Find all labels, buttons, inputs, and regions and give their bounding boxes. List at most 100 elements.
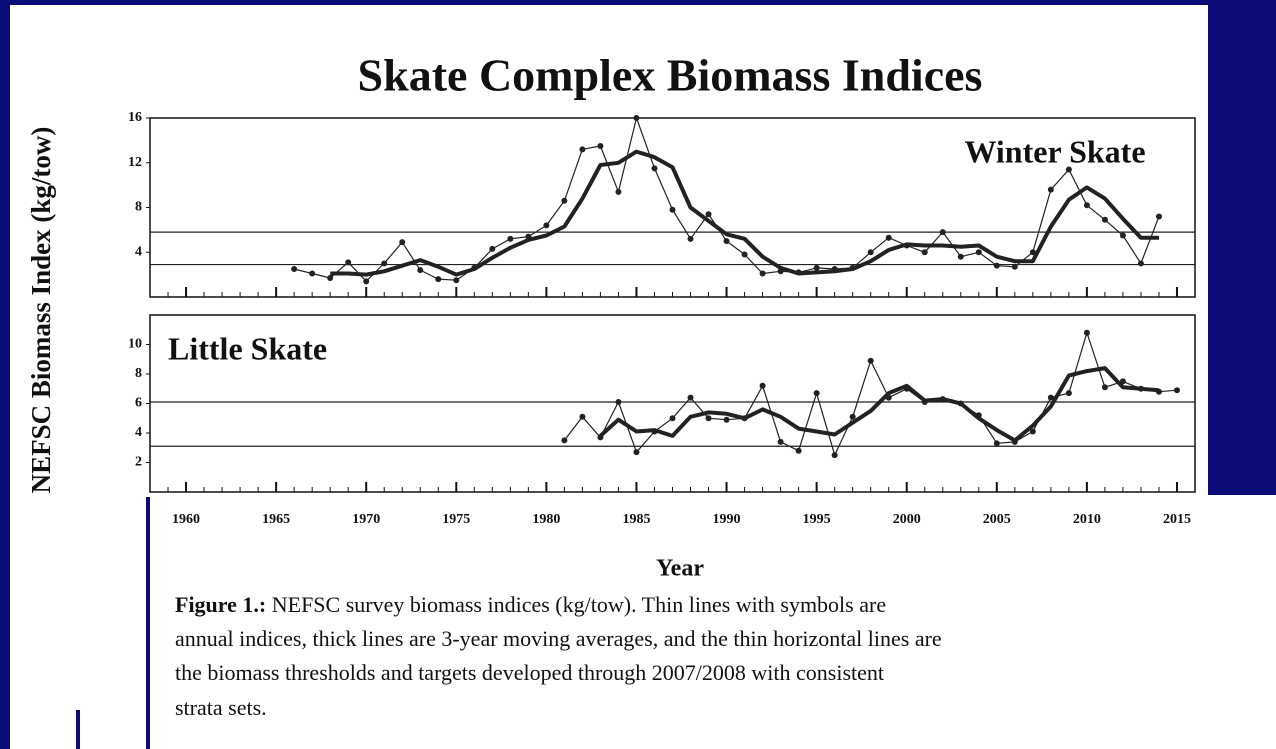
y-tick-label: 4 xyxy=(135,244,142,259)
data-point xyxy=(939,229,946,236)
x-tick-label: 2000 xyxy=(893,512,921,527)
x-tick-label: 1970 xyxy=(352,512,380,527)
x-tick-label: 2015 xyxy=(1163,512,1191,527)
data-point xyxy=(867,357,874,364)
series-line xyxy=(599,366,1160,443)
data-point xyxy=(597,142,604,149)
y-tick-label: 4 xyxy=(135,425,142,440)
data-point xyxy=(849,413,856,420)
data-point xyxy=(1101,216,1108,223)
series-line xyxy=(330,149,1159,277)
data-point xyxy=(741,251,748,258)
y-tick-label: 12 xyxy=(128,155,142,170)
slide-panel xyxy=(10,5,1276,749)
y-tick-label: 6 xyxy=(135,396,142,411)
data-point xyxy=(489,245,496,252)
data-point xyxy=(561,197,568,204)
caption-label: Figure 1.: xyxy=(175,592,266,617)
data-point xyxy=(1047,186,1054,193)
data-point xyxy=(795,447,802,454)
y-tick-label: 2 xyxy=(135,455,142,470)
data-point xyxy=(633,449,640,456)
data-point xyxy=(435,276,442,283)
slide-rule xyxy=(146,497,150,749)
x-tick-label: 1985 xyxy=(622,512,650,527)
data-point xyxy=(1101,384,1108,391)
caption-text: annual indices, thick lines are 3-year m… xyxy=(175,626,942,651)
x-tick-label: 2005 xyxy=(983,512,1011,527)
panel-title: Little Skate xyxy=(168,330,327,366)
data-point xyxy=(309,270,316,277)
data-point xyxy=(921,249,928,256)
data-point xyxy=(651,165,658,172)
data-point xyxy=(759,382,766,389)
x-axis-label: Year xyxy=(656,556,704,582)
data-point xyxy=(993,440,1000,447)
data-point xyxy=(417,267,424,274)
data-point xyxy=(885,234,892,241)
data-point xyxy=(777,438,784,445)
data-point xyxy=(669,206,676,213)
x-tick-label: 1980 xyxy=(532,512,560,527)
data-point xyxy=(345,259,352,266)
data-point xyxy=(543,222,550,229)
data-point xyxy=(1011,263,1018,270)
data-point xyxy=(579,413,586,420)
data-point xyxy=(1083,202,1090,209)
data-point xyxy=(705,415,712,422)
data-point xyxy=(561,437,568,444)
data-point xyxy=(813,390,820,397)
y-tick-label: 16 xyxy=(128,110,142,125)
data-point xyxy=(1173,387,1180,394)
data-point xyxy=(363,278,370,285)
data-point xyxy=(381,260,388,267)
data-point xyxy=(453,277,460,284)
data-point xyxy=(1083,329,1090,336)
data-point xyxy=(1155,213,1162,220)
data-point xyxy=(687,235,694,242)
data-point xyxy=(831,452,838,459)
x-tick-label: 1995 xyxy=(803,512,831,527)
data-point xyxy=(723,416,730,423)
x-tick-label: 1960 xyxy=(172,512,200,527)
x-tick-label: 1975 xyxy=(442,512,470,527)
x-tick-label: 1990 xyxy=(713,512,741,527)
data-point xyxy=(1047,394,1054,401)
y-tick-label: 8 xyxy=(135,366,142,381)
data-point xyxy=(1119,232,1126,239)
data-point xyxy=(669,415,676,422)
slide-rule xyxy=(76,710,80,749)
data-point xyxy=(975,249,982,256)
data-point xyxy=(723,238,730,245)
y-tick-label: 8 xyxy=(135,200,142,215)
data-point xyxy=(291,266,298,273)
data-point xyxy=(687,394,694,401)
caption-text: the biomass thresholds and targets devel… xyxy=(175,660,884,685)
data-point xyxy=(1137,260,1144,267)
x-tick-label: 2010 xyxy=(1073,512,1101,527)
data-point xyxy=(615,399,622,406)
data-point xyxy=(957,253,964,260)
caption-text: strata sets. xyxy=(175,695,267,720)
x-tick-label: 1965 xyxy=(262,512,290,527)
caption: Figure 1.: NEFSC survey biomass indices … xyxy=(175,592,886,617)
data-point xyxy=(1029,428,1036,435)
data-point xyxy=(993,262,1000,269)
y-tick-label: 10 xyxy=(128,337,142,352)
data-point xyxy=(759,270,766,277)
panel-title: Winter Skate xyxy=(964,133,1145,169)
chart-title: Skate Complex Biomass Indices xyxy=(358,50,983,101)
data-point xyxy=(615,188,622,195)
caption-text: NEFSC survey biomass indices (kg/tow). T… xyxy=(266,592,886,617)
data-point xyxy=(579,146,586,153)
data-point xyxy=(1065,166,1072,173)
y-axis-label: NEFSC Biomass Index (kg/tow) xyxy=(26,127,56,494)
data-point xyxy=(633,115,640,121)
data-point xyxy=(867,249,874,256)
data-point xyxy=(1029,249,1036,256)
data-point xyxy=(705,211,712,218)
data-point xyxy=(327,274,334,281)
data-point xyxy=(1065,390,1072,397)
